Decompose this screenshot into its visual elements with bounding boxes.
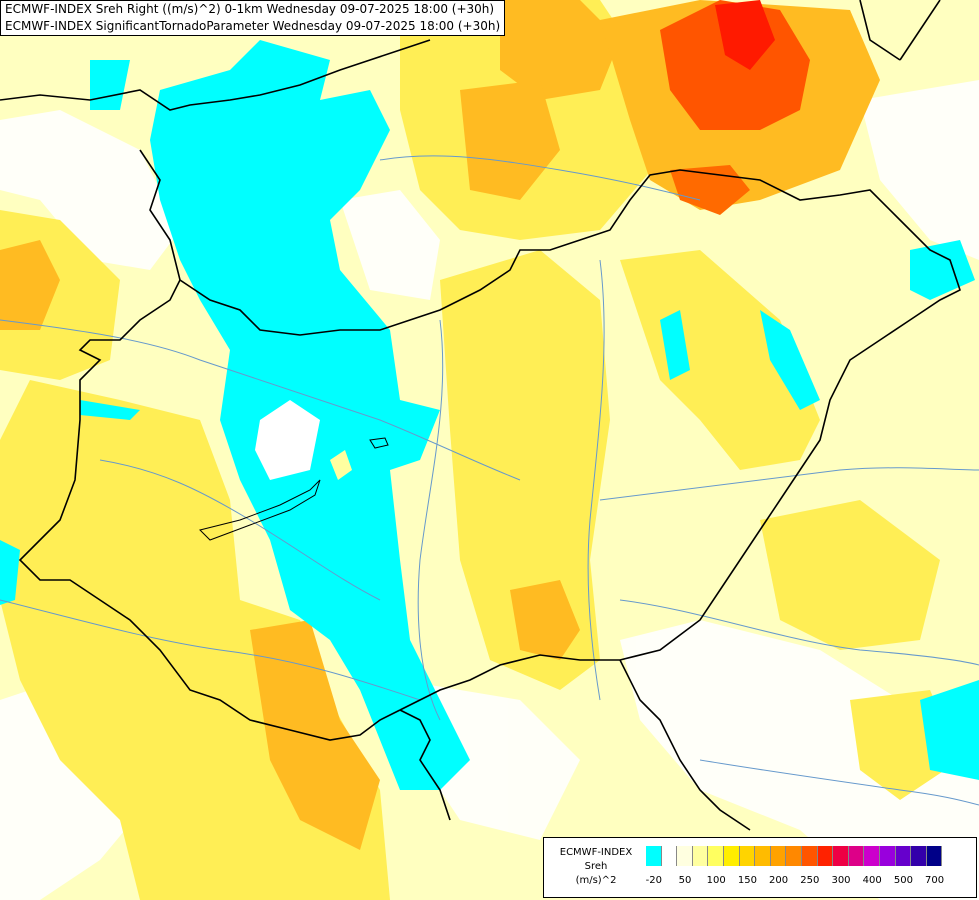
legend-tick-label: 300 (831, 875, 851, 886)
legend-tick-label: 400 (862, 875, 882, 886)
legend-swatch (723, 846, 740, 866)
legend-swatch (895, 846, 912, 866)
legend-tick-label: 50 (678, 875, 692, 886)
legend-swatch (848, 846, 865, 866)
legend-swatch (911, 846, 927, 866)
legend-ticks: -20 50 100 150 200 250 300 400 500 700 (646, 875, 971, 889)
legend-swatch (692, 846, 709, 866)
small-lake (369, 437, 389, 449)
legend-swatch (677, 846, 693, 866)
legend-swatch (646, 846, 662, 866)
legend-swatch (864, 846, 880, 866)
legend-tick-label: 150 (737, 875, 757, 886)
field-low-values (0, 80, 979, 900)
field-low-hole (255, 400, 320, 480)
map-title: ECMWF-INDEX Sreh Right ((m/s)^2) 0-1km W… (0, 0, 506, 36)
country-borders (0, 0, 961, 831)
legend-swatch (708, 846, 724, 866)
field-yellow-spot (330, 450, 352, 480)
legend-swatch (739, 846, 756, 866)
admin-boundaries (0, 155, 979, 806)
legend-swatch (755, 846, 771, 866)
legend-title: ECMWF-INDEX Sreh (m/s)^2 (548, 846, 644, 888)
legend-swatch (879, 846, 896, 866)
legend-swatch (786, 846, 802, 866)
legend-title-line-2: Sreh (584, 861, 608, 872)
legend-swatch (833, 846, 849, 866)
legend-swatch (926, 846, 943, 866)
field-peak-values (660, 0, 810, 215)
legend-tick-label: 700 (925, 875, 945, 886)
title-line-2: ECMWF-INDEX SignificantTornadoParameter … (5, 19, 501, 33)
legend-tick-label: 250 (800, 875, 820, 886)
color-legend: ECMWF-INDEX Sreh (m/s)^2 -20 50 100 150 200 2… (543, 837, 977, 898)
legend-swatch (817, 846, 834, 866)
legend-title-line-1: ECMWF-INDEX (559, 847, 633, 858)
legend-swatch (801, 846, 818, 866)
legend-swatch (770, 846, 787, 866)
legend-tick-label: 500 (893, 875, 913, 886)
legend-swatches (646, 846, 943, 866)
legend-tick-label: 200 (769, 875, 789, 886)
legend-tick-label: 100 (706, 875, 726, 886)
legend-title-line-3: (m/s)^2 (575, 875, 617, 886)
title-line-1: ECMWF-INDEX Sreh Right ((m/s)^2) 0-1km W… (5, 2, 495, 16)
legend-swatch (661, 846, 678, 866)
lake (199, 479, 321, 541)
legend-tick-label: -20 (645, 875, 662, 886)
